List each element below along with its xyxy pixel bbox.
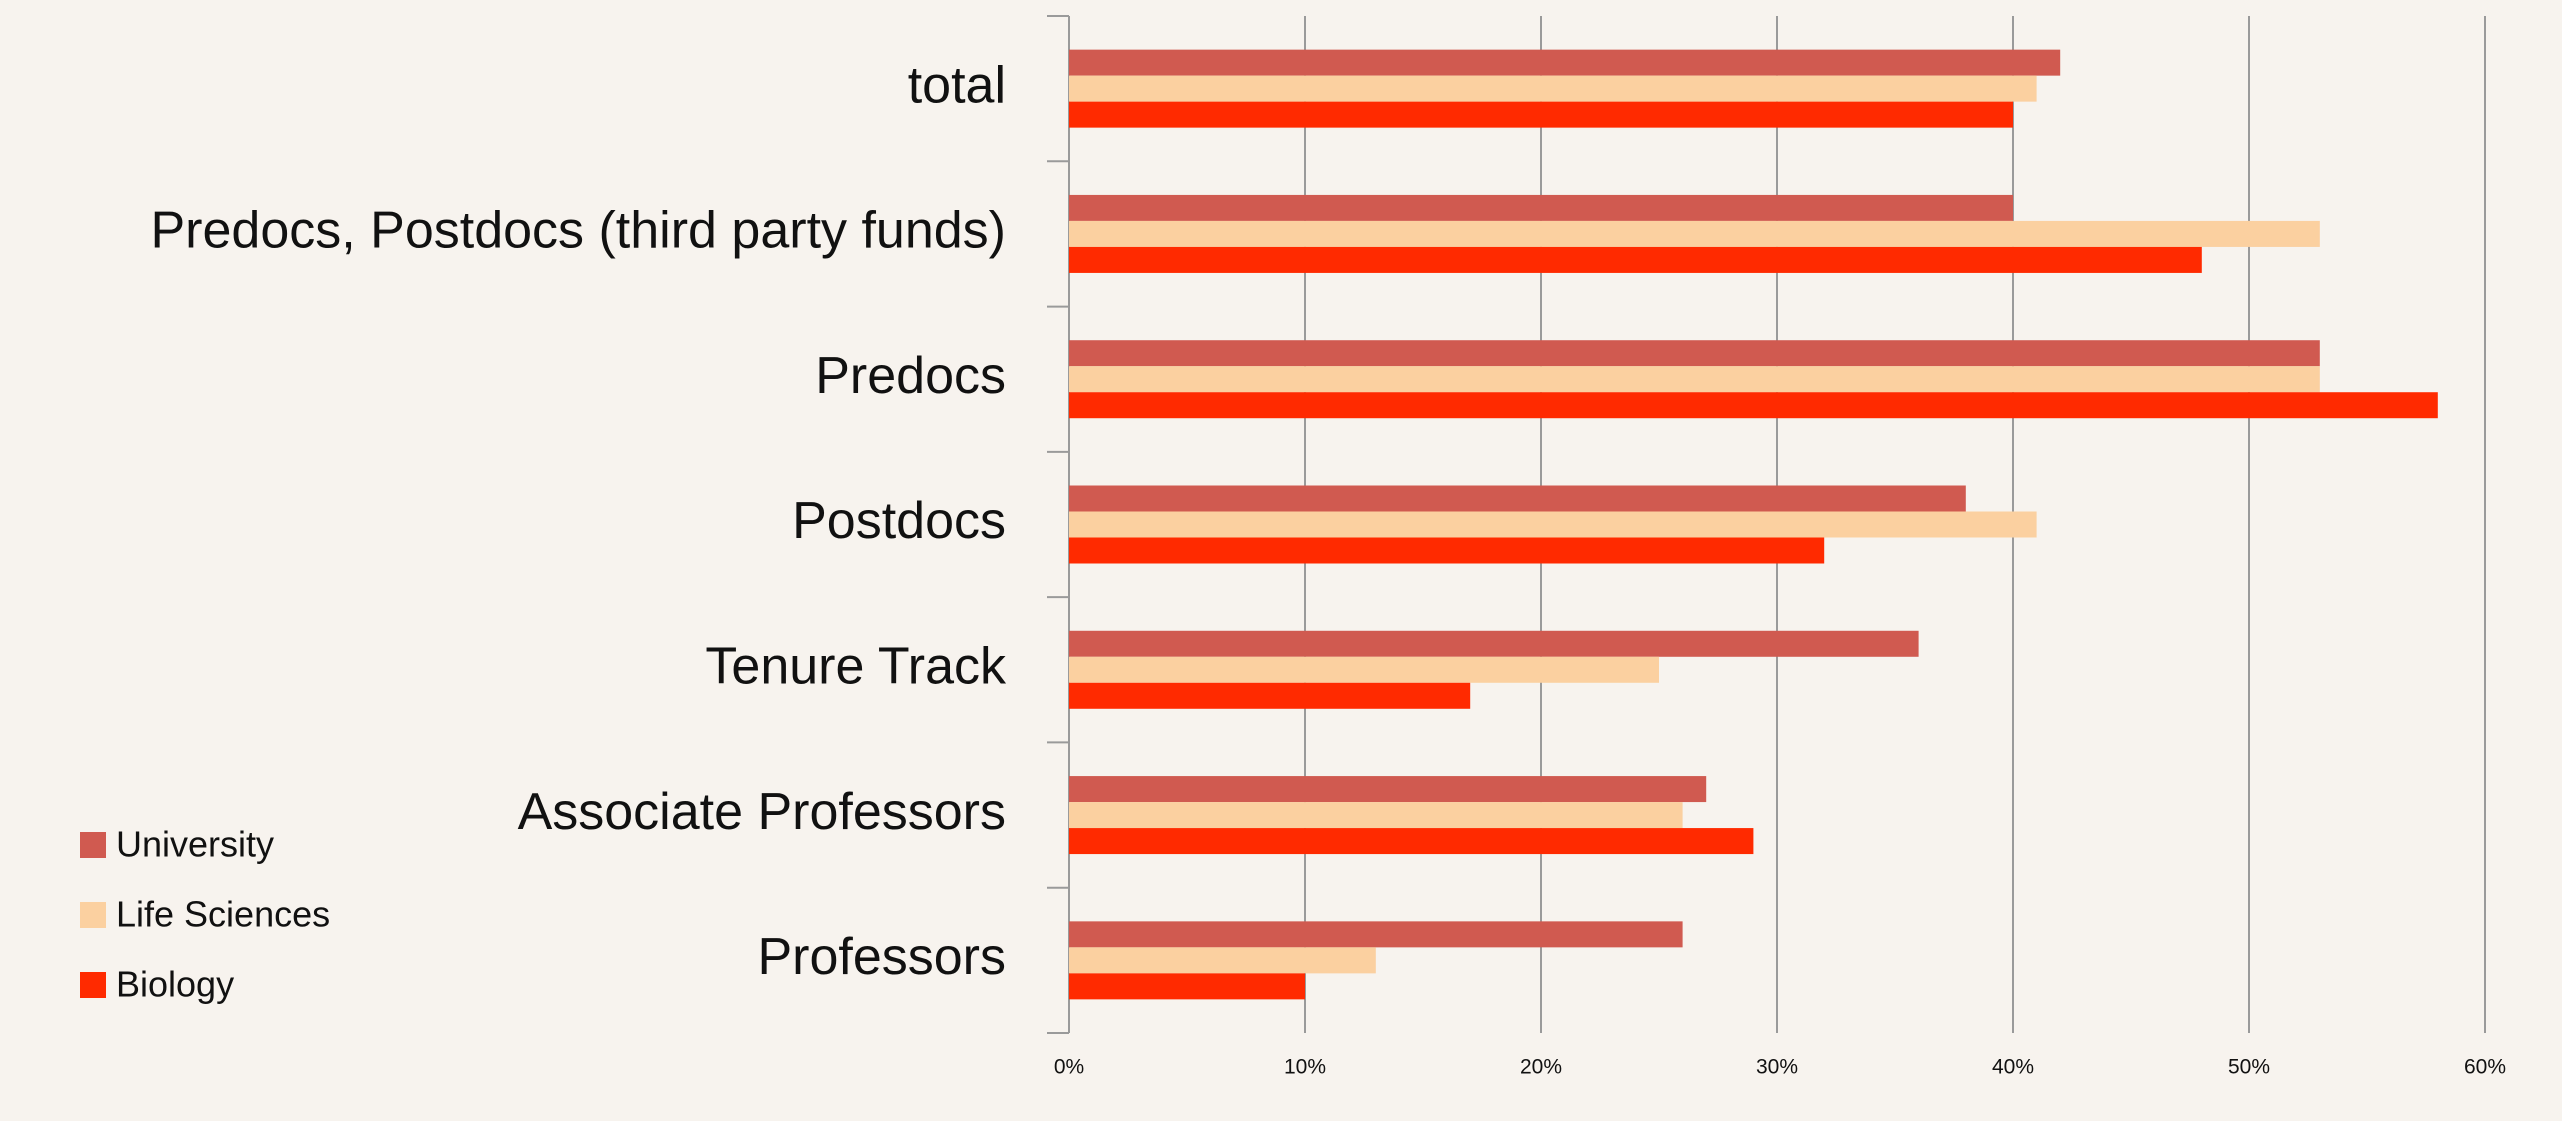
x-tick-label: 10%: [1284, 1056, 1326, 1079]
bar: [1069, 828, 1754, 855]
bar: [1069, 392, 2438, 419]
x-tick-label: 30%: [1756, 1056, 1798, 1079]
legend-label: Life Sciences: [116, 894, 330, 935]
legend-label: University: [116, 824, 274, 865]
bar: [1069, 485, 1966, 512]
bar: [1069, 194, 2013, 221]
bar: [1069, 220, 2320, 247]
x-tick-label: 60%: [2464, 1056, 2506, 1079]
bar: [1069, 101, 2013, 128]
y-tick-label: total: [908, 56, 1006, 114]
bar: [1069, 921, 1683, 948]
x-tick-label: 20%: [1520, 1056, 1562, 1079]
bar: [1069, 511, 2037, 538]
legend-swatch: [80, 902, 106, 928]
bar: [1069, 682, 1471, 709]
bar: [1069, 947, 1376, 974]
x-tick-label: 40%: [1992, 1056, 2034, 1079]
y-tick-label: Associate Professors: [518, 783, 1006, 841]
bar: [1069, 537, 1825, 564]
bar: [1069, 246, 2202, 273]
y-tick-label: Predocs, Postdocs (third party funds): [151, 202, 1007, 260]
x-tick-label: 50%: [2228, 1056, 2270, 1079]
legend-label: Biology: [116, 964, 234, 1005]
y-tick-label: Postdocs: [792, 492, 1006, 550]
bar: [1069, 973, 1305, 1000]
bar: [1069, 75, 2037, 102]
bar: [1069, 340, 2320, 367]
y-tick-label: Tenure Track: [705, 638, 1007, 696]
legend-swatch: [80, 972, 106, 998]
bar: [1069, 802, 1683, 829]
y-tick-label: Predocs: [815, 347, 1006, 405]
y-tick-label: Professors: [757, 928, 1006, 986]
bar: [1069, 776, 1707, 803]
bar: [1069, 630, 1919, 657]
bar: [1069, 49, 2061, 76]
x-tick-label: 0%: [1054, 1056, 1084, 1079]
legend-swatch: [80, 832, 106, 858]
bar: [1069, 656, 1659, 683]
bar: [1069, 366, 2320, 393]
